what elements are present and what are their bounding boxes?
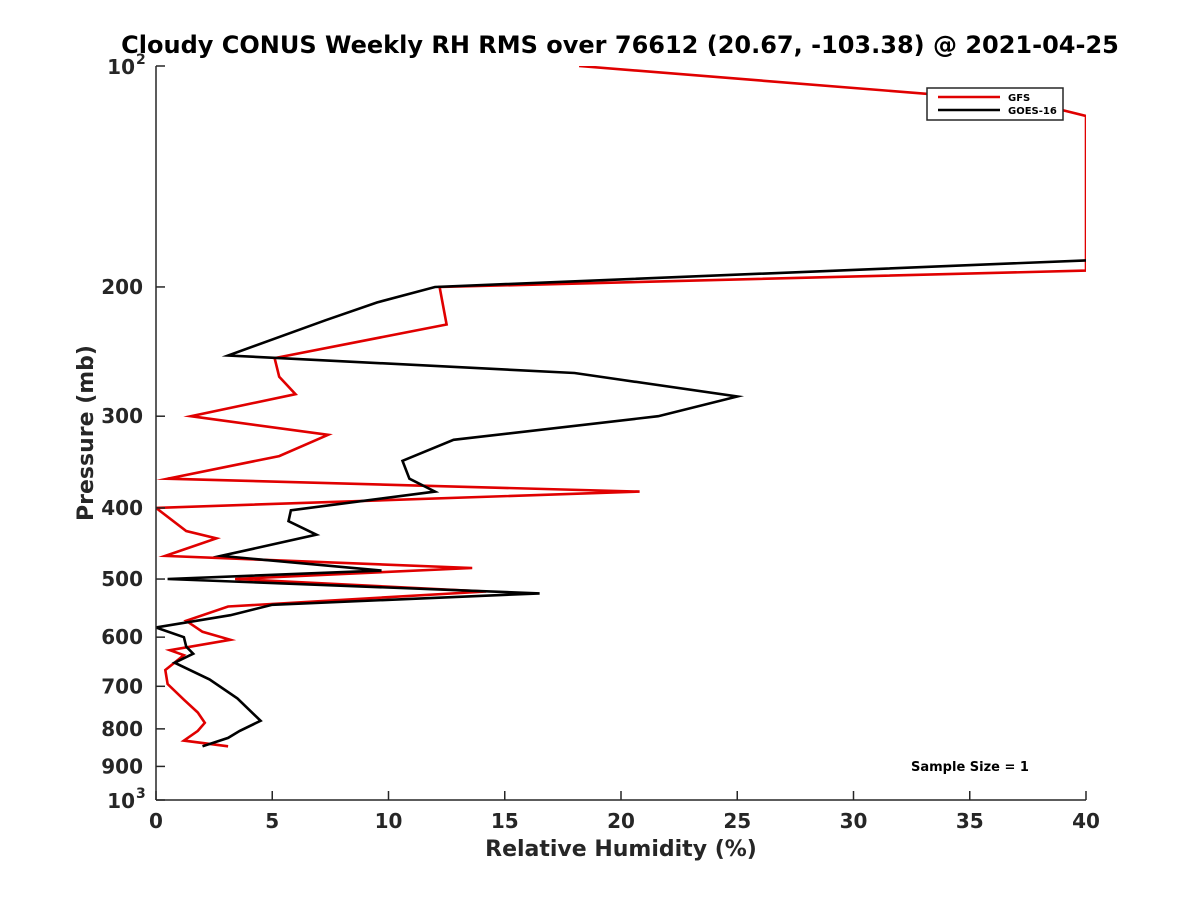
legend-box bbox=[926, 87, 1064, 121]
y-tick-exponent: 2 bbox=[136, 52, 146, 68]
x-tick-label: 30 bbox=[840, 809, 868, 833]
legend: GFS GOES-16 bbox=[926, 87, 1064, 121]
y-tick-label: 300 bbox=[101, 404, 143, 428]
legend-label-gfs: GFS bbox=[1008, 93, 1030, 104]
x-axis-label: Relative Humidity (%) bbox=[485, 837, 757, 862]
x-tick-label: 15 bbox=[491, 809, 519, 833]
y-tick-label: 200 bbox=[101, 275, 143, 299]
x-tick-label: 35 bbox=[956, 809, 984, 833]
y-tick-exponent: 3 bbox=[136, 786, 146, 802]
y-tick-label: 10 bbox=[107, 789, 135, 813]
y-tick-label: 900 bbox=[101, 754, 143, 778]
y-axis-label: Pressure (mb) bbox=[74, 345, 99, 521]
legend-label-goes16: GOES-16 bbox=[1008, 106, 1057, 117]
series-line-gfs bbox=[156, 66, 1086, 748]
chart-title: Cloudy CONUS Weekly RH RMS over 76612 (2… bbox=[121, 31, 1119, 59]
x-tick-label: 40 bbox=[1072, 809, 1100, 833]
y-tick-label: 800 bbox=[101, 717, 143, 741]
x-tick-label: 5 bbox=[265, 809, 279, 833]
x-tick-label: 25 bbox=[723, 809, 751, 833]
y-tick-label: 10 bbox=[107, 55, 135, 79]
y-tick-label: 600 bbox=[101, 625, 143, 649]
y-tick-label: 400 bbox=[101, 496, 143, 520]
series-line-goes16 bbox=[156, 259, 1086, 748]
sample-size-annotation: Sample Size = 1 bbox=[911, 760, 1029, 775]
y-tick-label: 700 bbox=[101, 674, 143, 698]
y-tick-label: 500 bbox=[101, 567, 143, 591]
x-tick-label: 10 bbox=[375, 809, 403, 833]
x-tick-label: 20 bbox=[607, 809, 635, 833]
x-tick-label: 0 bbox=[149, 809, 163, 833]
